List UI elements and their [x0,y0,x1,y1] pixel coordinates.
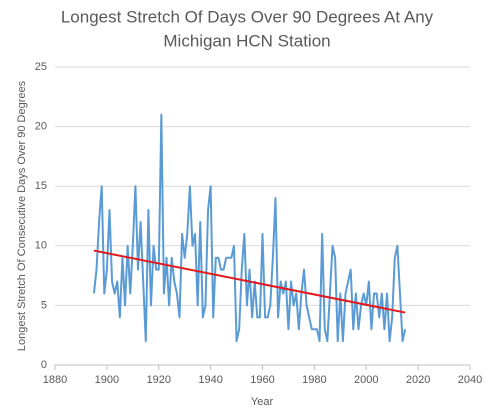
x-tick-label: 1960 [250,374,274,386]
y-tick-label: 10 [35,240,47,252]
x-tick-label: 1980 [302,374,326,386]
chart-title: Longest Stretch Of Days Over 90 Degrees … [61,7,434,26]
x-axis-title: Year [251,396,274,408]
y-tick-label: 20 [35,121,47,133]
x-tick-label: 2000 [354,374,378,386]
y-tick-label: 0 [41,359,47,371]
chart-title: Michigan HCN Station [163,31,330,50]
x-tick-label: 1880 [43,374,67,386]
y-tick-label: 15 [35,180,47,192]
x-tick-label: 2040 [458,374,482,386]
trend-line [93,249,406,314]
x-tick-label: 1940 [198,374,222,386]
x-tick-label: 1920 [147,374,171,386]
y-tick-label: 25 [35,61,47,73]
y-axis-title: Longest Stretch Of Consecutive Days Over… [16,80,28,351]
x-tick-label: 1900 [95,374,119,386]
y-tick-label: 5 [41,299,47,311]
x-tick-label: 2020 [406,374,430,386]
data-line [92,113,407,343]
